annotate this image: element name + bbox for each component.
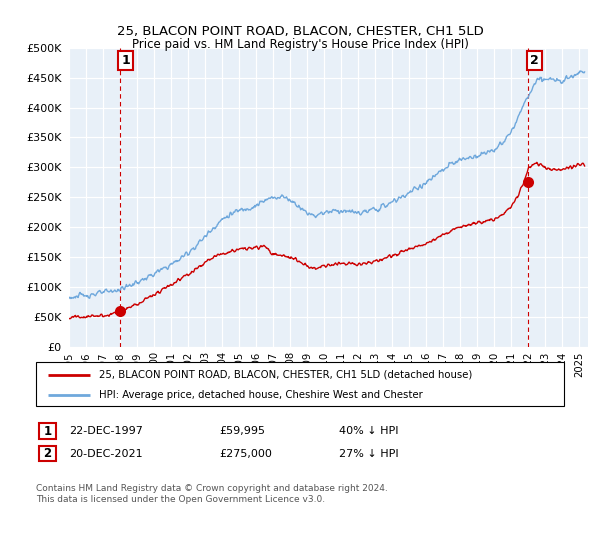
Text: 1: 1 xyxy=(121,54,130,67)
Text: 25, BLACON POINT ROAD, BLACON, CHESTER, CH1 5LD (detached house): 25, BLACON POINT ROAD, BLACON, CHESTER, … xyxy=(99,370,472,380)
Text: 27% ↓ HPI: 27% ↓ HPI xyxy=(339,449,398,459)
Text: Contains HM Land Registry data © Crown copyright and database right 2024.
This d: Contains HM Land Registry data © Crown c… xyxy=(36,484,388,504)
Text: Price paid vs. HM Land Registry's House Price Index (HPI): Price paid vs. HM Land Registry's House … xyxy=(131,38,469,51)
Text: 20-DEC-2021: 20-DEC-2021 xyxy=(69,449,143,459)
Text: 1: 1 xyxy=(43,424,52,438)
Text: HPI: Average price, detached house, Cheshire West and Chester: HPI: Average price, detached house, Ches… xyxy=(99,390,423,400)
Text: 22-DEC-1997: 22-DEC-1997 xyxy=(69,426,143,436)
Text: 25, BLACON POINT ROAD, BLACON, CHESTER, CH1 5LD: 25, BLACON POINT ROAD, BLACON, CHESTER, … xyxy=(116,25,484,38)
Text: 40% ↓ HPI: 40% ↓ HPI xyxy=(339,426,398,436)
Text: 2: 2 xyxy=(43,447,52,460)
Text: 2: 2 xyxy=(530,54,538,67)
Text: £275,000: £275,000 xyxy=(219,449,272,459)
Text: £59,995: £59,995 xyxy=(219,426,265,436)
